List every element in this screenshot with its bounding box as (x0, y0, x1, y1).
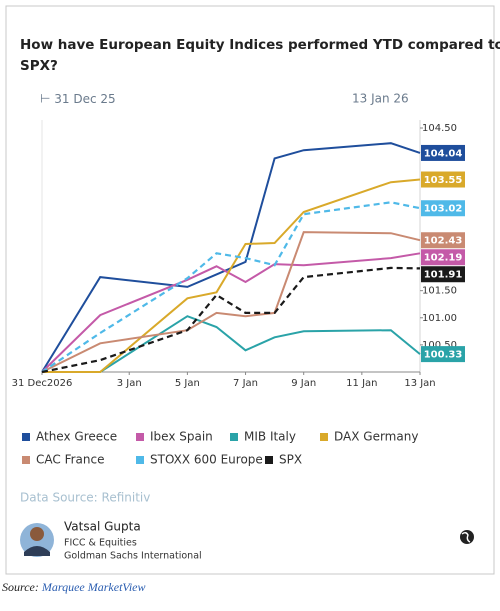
y-tick-label: 100.50 (422, 340, 457, 351)
series-line (41, 252, 421, 373)
x-tick-label: 13 Jan (404, 378, 435, 389)
legend-swatch (265, 456, 273, 464)
value-label-box (421, 144, 465, 161)
date-start-text: 31 Dec 25 (54, 92, 115, 106)
series-line (42, 315, 421, 373)
author-company: Goldman Sachs International (64, 551, 202, 562)
legend-swatch (22, 456, 30, 464)
chart-title-1: How have European Equity Indices perform… (20, 37, 500, 74)
x-tick-label: 31 Dec2026 (12, 378, 73, 389)
title-line: How have European Equity Indices perform… (20, 37, 500, 53)
series-line (41, 231, 421, 373)
author-team: FICC & Equities (64, 538, 137, 549)
value-label: 102.19 (424, 253, 463, 264)
globe-icon[interactable] (460, 530, 474, 544)
x-tick-label: 11 Jan (346, 378, 377, 389)
author-name: Vatsal Gupta (64, 520, 141, 534)
value-label: 103.02 (424, 204, 463, 215)
legend-swatch (230, 433, 238, 441)
series-line (42, 178, 421, 373)
series-line (41, 142, 421, 373)
plot: 31 Dec2026 3 Jan 5 Jan 7 Jan 9 Jan 11 Jan 13 J… (12, 123, 465, 389)
legend-label: STOXX 600 Europe (150, 453, 263, 467)
source-prefix: Source: (2, 580, 39, 594)
date-end: 13 Jan 26 (352, 92, 409, 106)
legend-label: Ibex Spain (150, 430, 213, 444)
source-name: Marquee MarketView (41, 580, 146, 594)
y-tick-label: 101.50 (422, 286, 457, 297)
value-label: 103.55 (424, 175, 463, 186)
x-tick-label: 9 Jan (291, 378, 316, 389)
x-tick-label: 3 Jan (117, 378, 142, 389)
y-tick-label: 104.50 (422, 123, 457, 134)
series-line (41, 266, 421, 374)
value-label-box (421, 232, 465, 249)
value-label: 100.33 (424, 350, 463, 361)
value-label-box (421, 346, 465, 363)
legend-swatch (320, 433, 328, 441)
value-label-box (421, 266, 465, 283)
legend-label: DAX Germany (334, 430, 418, 444)
legend-label: MIB Italy (244, 430, 296, 444)
value-label-box (421, 171, 465, 188)
value-label: 104.04 (424, 148, 463, 159)
title-line: SPX? (20, 58, 58, 74)
legend-label: SPX (279, 453, 302, 467)
value-label-box (421, 249, 465, 266)
x-tick-label: 7 Jan (233, 378, 258, 389)
legend-swatch (136, 456, 144, 464)
legend-label: Athex Greece (36, 430, 117, 444)
legend: Athex Greece Ibex Spain MIB Italy DAX Germa… (22, 430, 418, 467)
card (5, 5, 495, 575)
y-tick-label: 101.00 (422, 313, 457, 324)
value-label: 102.43 (424, 236, 463, 247)
value-label-box (421, 200, 465, 217)
value-label: 101.91 (424, 270, 463, 281)
date-start: ⊢ 31 Dec 25 (40, 92, 116, 106)
legend-label: CAC France (36, 453, 104, 467)
source-line: Source: Marquee MarketView (2, 580, 146, 594)
legend-swatch (22, 433, 30, 441)
x-tick-label: 5 Jan (175, 378, 200, 389)
data-source: Data Source: Refinitiv (20, 491, 150, 505)
legend-swatch (136, 433, 144, 441)
avatar (20, 523, 54, 557)
series-line (41, 201, 421, 373)
